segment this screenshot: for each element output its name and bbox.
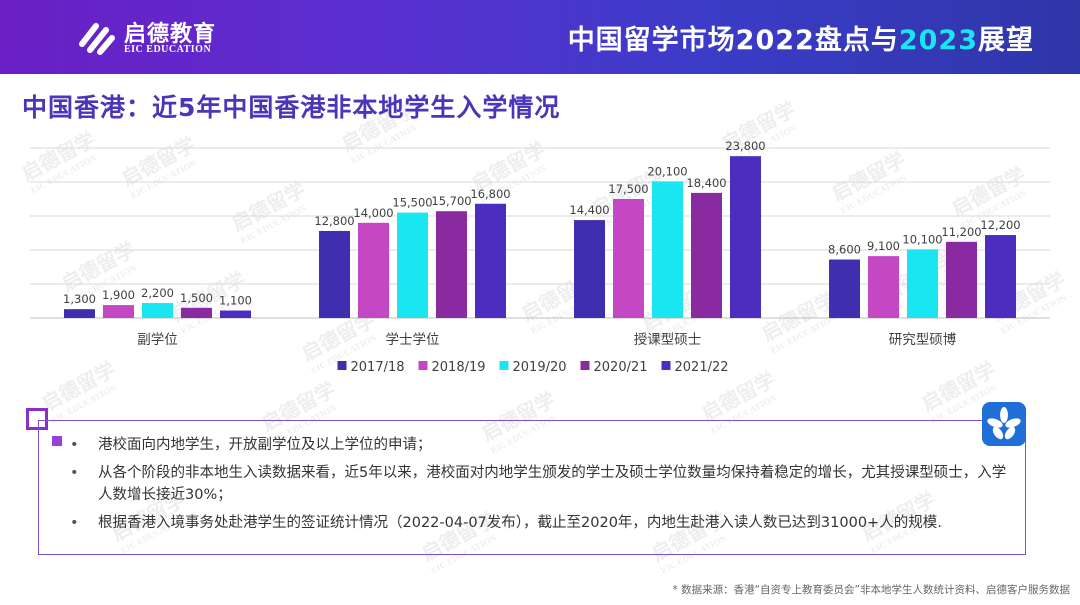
bar <box>358 222 389 318</box>
bar <box>691 192 722 318</box>
legend-label: 2017/18 <box>351 360 405 375</box>
legend-label: 2019/20 <box>513 360 567 375</box>
bar <box>907 249 938 318</box>
legend-label: 2021/22 <box>675 360 729 375</box>
data-label: 9,100 <box>867 239 900 253</box>
bar <box>574 220 605 318</box>
bauhinia-badge-icon <box>982 402 1026 446</box>
bar <box>946 241 977 318</box>
data-label: 18,400 <box>686 176 726 190</box>
data-label: 1,300 <box>63 292 96 306</box>
data-label: 12,800 <box>314 214 354 228</box>
header-bar: 启德教育 EIC EDUCATION 中国留学市场2022盘点与2023展望 <box>0 0 1080 74</box>
eic-logo-icon <box>79 23 115 55</box>
source-note: * 数据来源：香港“自资专上教育委员会”非本地学生人数统计资料、启德客户服务数据 <box>672 584 1070 596</box>
bar <box>142 303 173 318</box>
bar <box>436 211 467 318</box>
data-label: 14,400 <box>569 203 609 217</box>
legend-swatch <box>418 361 428 370</box>
data-label: 8,600 <box>828 243 861 257</box>
decor-square-outline <box>26 408 48 430</box>
legend-swatch <box>499 361 509 370</box>
header-title: 中国留学市场2022盘点与2023展望 <box>568 18 1034 57</box>
bullet-item: 港校面向内地学生，开放副学位及以上学位的申请； <box>70 434 1020 456</box>
x-tick-label: 研究型硕博 <box>889 331 957 348</box>
legend-swatch <box>337 361 347 370</box>
bar <box>64 309 95 318</box>
bar <box>613 199 644 318</box>
bar <box>220 310 251 318</box>
page-title: 中国香港：近5年中国香港非本地学生入学情况 <box>22 93 561 122</box>
bar <box>103 305 134 318</box>
bar <box>652 181 683 318</box>
header-title-part1: 中国留学市场2022盘点与 <box>567 25 899 56</box>
data-label: 12,200 <box>980 218 1020 232</box>
logo-text-en: EIC EDUCATION <box>124 44 212 55</box>
bullet-item: 根据香港入境事务处赴港学生的签证统计情况（2022-04-07发布），截止至20… <box>70 512 1020 534</box>
x-tick-label: 学士学位 <box>386 332 440 348</box>
data-label: 23,800 <box>725 139 765 153</box>
data-label: 14,000 <box>353 206 393 220</box>
bar <box>730 156 761 318</box>
data-label: 16,800 <box>470 187 510 201</box>
bullet-list: 港校面向内地学生，开放副学位及以上学位的申请； 从各个阶段的非本地生入读数据来看… <box>70 434 1020 540</box>
logo: 启德教育 EIC EDUCATION <box>74 14 234 62</box>
data-label: 2,200 <box>141 286 174 300</box>
data-label: 15,500 <box>392 196 432 210</box>
data-label: 10,100 <box>902 232 942 246</box>
bullet-item: 从各个阶段的非本地生入读数据来看，近5年以来，港校面对内地学生颁发的学士及硕士学… <box>70 462 1020 506</box>
data-label: 17,500 <box>608 182 648 196</box>
legend-label: 2020/21 <box>594 360 648 375</box>
bar <box>181 307 212 318</box>
data-label: 15,700 <box>431 194 471 208</box>
x-tick-label: 副学位 <box>137 332 178 348</box>
legend-swatch <box>661 361 671 370</box>
bar <box>985 235 1016 318</box>
bar <box>319 230 350 318</box>
decor-square-filled <box>52 436 62 446</box>
info-box <box>38 420 1026 555</box>
bar <box>397 212 428 318</box>
bar <box>475 203 506 318</box>
header-title-highlight: 2023 <box>898 25 978 56</box>
bar-chart: 1,300 1,900 2,200 1,500 1,100 副学位 12,80014,000… <box>30 139 1050 375</box>
data-label: 20,100 <box>647 164 687 178</box>
data-label: 1,900 <box>102 288 135 302</box>
header-title-part2: 展望 <box>978 25 1034 56</box>
data-label: 1,100 <box>219 294 252 308</box>
x-tick-label: 授课型硕士 <box>634 332 702 348</box>
bar <box>868 256 899 318</box>
logo-text-cn: 启德教育 <box>124 22 217 47</box>
data-label: 11,200 <box>941 225 981 239</box>
bar <box>829 259 860 318</box>
legend-swatch <box>580 361 590 370</box>
data-label: 1,500 <box>180 291 213 305</box>
legend-label: 2018/19 <box>432 360 486 375</box>
